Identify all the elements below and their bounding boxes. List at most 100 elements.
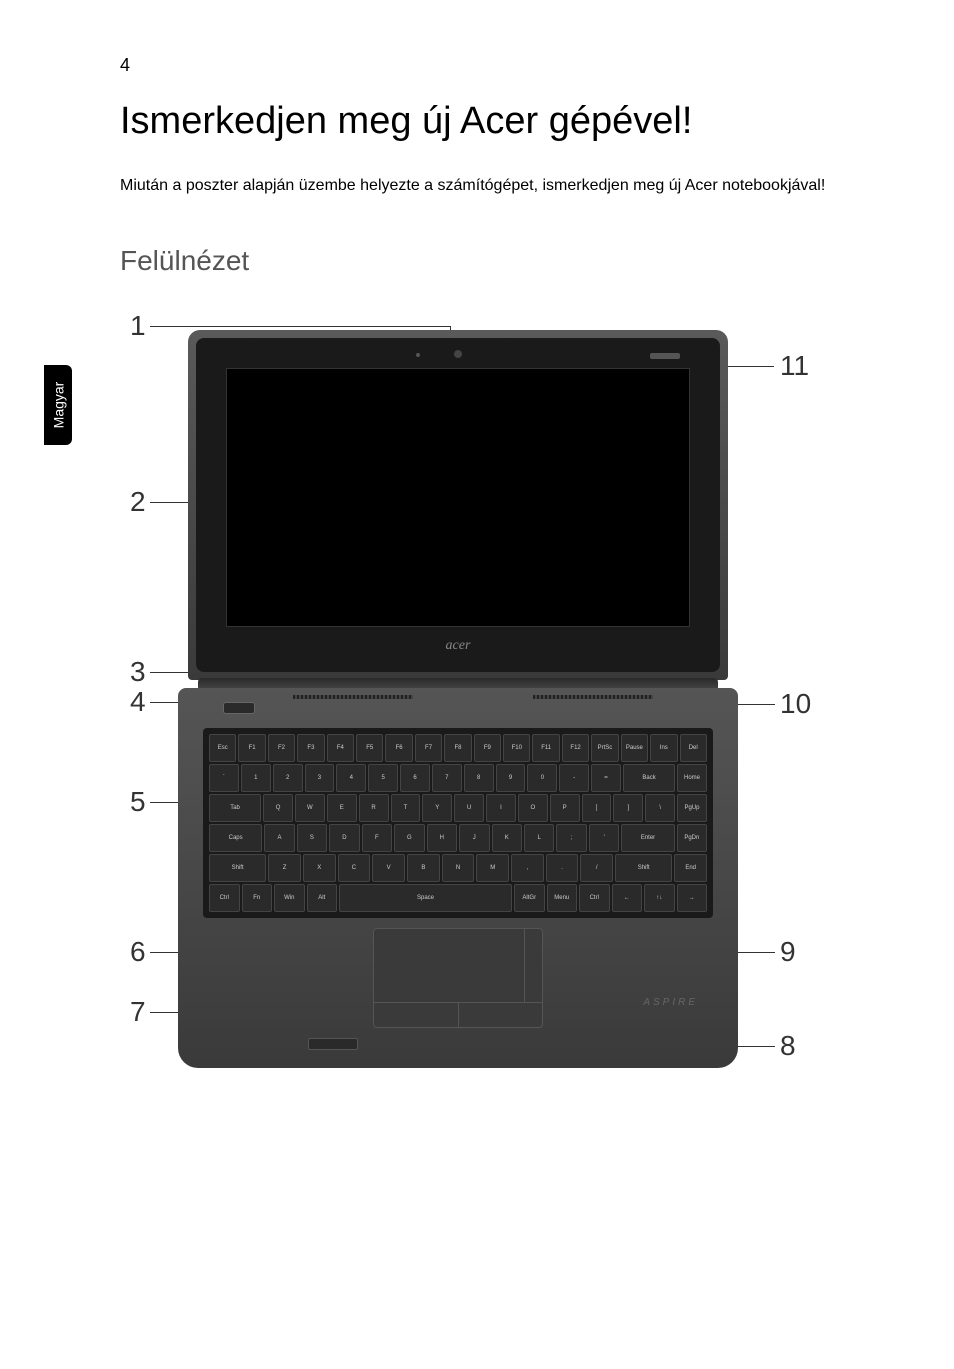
key: \ (645, 794, 675, 822)
key: Shift (615, 854, 672, 882)
key: F5 (356, 734, 383, 762)
key-row: CtrlFnWinAltSpaceAltGrMenuCtrl←↑↓→ (209, 884, 707, 912)
key: V (372, 854, 405, 882)
key-row: EscF1F2F3F4F5F6F7F8F9F10F11F12PrtScPause… (209, 734, 707, 762)
webcam-icon (454, 350, 462, 358)
laptop-illustration: acer EscF1F2F3F4F5F6F7F8F9F10F11F12PrtSc… (188, 330, 728, 1070)
laptop-diagram: 1 2 3 4 5 6 7 11 10 9 8 (120, 310, 860, 1090)
callout-1: 1 (130, 310, 146, 342)
callout-5: 5 (130, 786, 146, 818)
key: E (327, 794, 357, 822)
key: Tab (209, 794, 261, 822)
key: Caps (209, 824, 262, 852)
key: F10 (503, 734, 530, 762)
key: End (674, 854, 707, 882)
key: F6 (385, 734, 412, 762)
key: 2 (273, 764, 303, 792)
key: 7 (432, 764, 462, 792)
callout-7: 7 (130, 996, 146, 1028)
indicator-lights (308, 1038, 358, 1050)
key: / (580, 854, 613, 882)
page-number: 4 (120, 55, 130, 76)
key: ↑↓ (644, 884, 675, 912)
speaker-right (533, 695, 653, 699)
key: 4 (336, 764, 366, 792)
laptop-base: EscF1F2F3F4F5F6F7F8F9F10F11F12PrtScPause… (178, 688, 738, 1068)
key: 3 (305, 764, 335, 792)
key: H (427, 824, 457, 852)
power-button (223, 702, 255, 714)
key: Space (339, 884, 512, 912)
key: F7 (415, 734, 442, 762)
key: ; (556, 824, 586, 852)
key-row: CapsASDFGHJKL;'EnterPgDn (209, 824, 707, 852)
key: S (297, 824, 327, 852)
touchpad (373, 928, 543, 1028)
key: F3 (297, 734, 324, 762)
key: Pause (621, 734, 648, 762)
keyboard: EscF1F2F3F4F5F6F7F8F9F10F11F12PrtScPause… (203, 728, 713, 918)
key: → (677, 884, 708, 912)
key: PgDn (677, 824, 707, 852)
callout-3: 3 (130, 656, 146, 688)
key: F12 (562, 734, 589, 762)
key: ' (589, 824, 619, 852)
language-tab: Magyar (44, 365, 72, 445)
key: Alt (307, 884, 338, 912)
key: Ctrl (209, 884, 240, 912)
mic-dot (416, 353, 420, 357)
key: Shift (209, 854, 266, 882)
key: 5 (368, 764, 398, 792)
key: = (591, 764, 621, 792)
key: PgUp (677, 794, 707, 822)
callout-10: 10 (780, 688, 811, 720)
callout-8: 8 (780, 1030, 796, 1062)
key: Y (422, 794, 452, 822)
key: D (329, 824, 359, 852)
speaker-left (293, 695, 413, 699)
callout-9: 9 (780, 936, 796, 968)
touchpad-button-right (459, 1003, 543, 1027)
key: 1 (241, 764, 271, 792)
key: F8 (444, 734, 471, 762)
key: L (524, 824, 554, 852)
laptop-screen (226, 368, 690, 627)
key: A (264, 824, 294, 852)
key: Enter (621, 824, 674, 852)
key: F1 (238, 734, 265, 762)
key: Q (263, 794, 293, 822)
line-1 (150, 326, 450, 327)
section-subtitle: Felülnézet (120, 245, 249, 277)
key-row: ShiftZXCVBNM,./ShiftEnd (209, 854, 707, 882)
key: F9 (474, 734, 501, 762)
key: Del (680, 734, 707, 762)
key: F4 (327, 734, 354, 762)
key: 6 (400, 764, 430, 792)
key: W (295, 794, 325, 822)
key: F (362, 824, 392, 852)
callout-6: 6 (130, 936, 146, 968)
key: K (492, 824, 522, 852)
key-row: `1234567890-=BackHome (209, 764, 707, 792)
key: Home (677, 764, 707, 792)
touchpad-button-left (374, 1003, 459, 1027)
key: 0 (527, 764, 557, 792)
key: J (459, 824, 489, 852)
key: F2 (268, 734, 295, 762)
touchpad-buttons (374, 1002, 542, 1027)
key: I (486, 794, 516, 822)
key: 9 (496, 764, 526, 792)
key: PrtSc (591, 734, 618, 762)
key: - (559, 764, 589, 792)
key: C (338, 854, 371, 882)
callout-2: 2 (130, 486, 146, 518)
key: Esc (209, 734, 236, 762)
key: Menu (547, 884, 578, 912)
key: M (476, 854, 509, 882)
callout-11: 11 (780, 350, 809, 382)
key: X (303, 854, 336, 882)
key: Fn (242, 884, 273, 912)
key: R (359, 794, 389, 822)
key: Z (268, 854, 301, 882)
key: N (442, 854, 475, 882)
